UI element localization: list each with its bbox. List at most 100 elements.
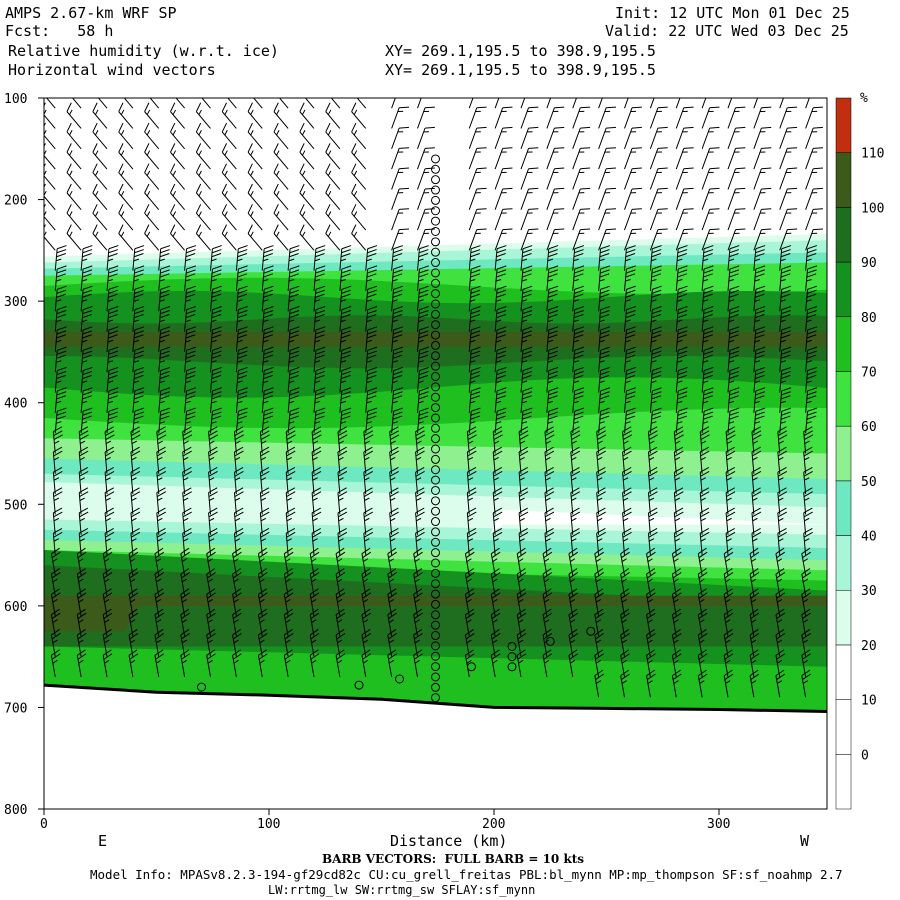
wind-barb-flag: [626, 265, 636, 270]
wind-barb-half: [699, 578, 705, 583]
wind-barb: [257, 649, 268, 678]
wind-barb-flag: [208, 487, 218, 493]
wind-barb: [132, 387, 145, 413]
wind-barb: [54, 306, 67, 332]
wind-barb: [195, 224, 211, 251]
colorbar-label: 100: [861, 201, 884, 216]
wind-barb-flag: [787, 126, 798, 129]
wind-barb-half: [492, 619, 498, 623]
wind-barb-flag: [232, 629, 242, 636]
wind-barb-half: [198, 90, 203, 95]
wind-barb-flag: [260, 450, 270, 457]
wind-barb-half: [760, 131, 766, 133]
wind-barb-flag: [751, 467, 761, 473]
wind-barb-half: [392, 278, 398, 282]
wind-barb-flag: [289, 265, 300, 270]
wind-barb-flag: [755, 330, 765, 335]
wind-barb-half: [211, 380, 217, 384]
wind-barb-flag: [337, 507, 347, 514]
wind-barb-flag: [315, 313, 325, 319]
wind-barb: [313, 366, 326, 393]
wind-barb-flag: [703, 289, 714, 294]
wind-barb-half: [390, 456, 396, 461]
wind-barb-half: [353, 170, 358, 176]
wind-barb: [247, 102, 263, 129]
wind-barb: [598, 265, 611, 292]
wind-barb-half: [366, 421, 372, 424]
wind-barb-half: [81, 278, 88, 282]
wind-barb-half: [527, 212, 533, 214]
wind-barb-half: [682, 192, 688, 194]
wind-barb-half: [469, 278, 476, 282]
wind-barb-half: [492, 659, 498, 664]
wind-barb-flag: [340, 273, 351, 278]
wind-barb: [546, 167, 565, 190]
wind-barb-flag: [542, 608, 552, 616]
calm-circle: [431, 278, 440, 288]
wind-barb: [132, 245, 145, 271]
wind-barb-half: [623, 538, 629, 542]
wind-barb: [365, 346, 378, 373]
wind-barb-flag: [284, 568, 293, 575]
wind-barb-flag: [263, 374, 273, 380]
wind-barb-flag: [574, 370, 584, 376]
wind-barb-flag: [338, 450, 348, 457]
wind-barb-flag: [496, 407, 507, 412]
wind-barb-flag: [286, 531, 296, 538]
wind-barb-flag: [657, 208, 668, 210]
wind-barb: [572, 106, 591, 129]
wind-barb-flag: [496, 366, 507, 372]
wind-barb-flag: [160, 269, 170, 274]
wind-barb-half: [286, 497, 292, 501]
wind-barb-half: [183, 497, 189, 501]
wind-barb: [805, 167, 824, 190]
wind-barb: [624, 326, 636, 352]
wind-barb: [339, 326, 352, 352]
wind-barb-half: [802, 659, 809, 664]
wind-barb-flag: [580, 147, 591, 149]
wind-barb-flag: [595, 572, 604, 579]
wind-barb-flag: [234, 450, 244, 457]
wind-barb: [727, 126, 746, 149]
wind-barb-flag: [465, 547, 474, 555]
wind-barb-flag: [363, 426, 373, 433]
wind-barb-flag: [315, 289, 326, 294]
wind-barb-half: [811, 131, 818, 133]
wind-barb-flag: [154, 568, 164, 575]
wind-barb-flag: [568, 629, 578, 636]
wind-barb-flag: [703, 306, 714, 311]
wind-barb-half: [656, 110, 662, 113]
colorbar-label: 50: [861, 475, 877, 490]
wind-barb-half: [353, 109, 358, 115]
wind-barb-flag: [341, 249, 351, 254]
wind-barb-flag: [56, 253, 66, 258]
wind-barb-half: [625, 258, 631, 262]
wind-barb: [235, 326, 248, 352]
wind-barb: [546, 326, 559, 352]
wind-barb-flag: [754, 253, 765, 258]
wind-barb-flag: [625, 415, 636, 420]
wind-barb-flag: [777, 527, 787, 534]
wind-barb-flag: [548, 310, 558, 315]
wind-barb-half: [728, 258, 735, 262]
wind-barb-flag: [528, 126, 539, 129]
wind-barb-half: [156, 639, 162, 644]
wind-barb-half: [734, 212, 740, 214]
wind-barb: [210, 326, 222, 352]
wind-barb-flag: [703, 249, 714, 254]
wind-barb-flag: [362, 592, 372, 599]
wind-barb-flag: [264, 407, 274, 412]
wind-barb-flag: [599, 293, 610, 298]
wind-barb-half: [224, 190, 228, 197]
wind-barb-flag: [390, 434, 400, 440]
wind-barb: [417, 265, 429, 292]
wind-barb: [365, 265, 378, 292]
wind-barb-half: [673, 639, 679, 644]
wind-barb-flag: [568, 649, 578, 656]
wind-barb: [701, 285, 714, 312]
wind-barb-flag: [53, 450, 63, 457]
wind-barb-flag: [154, 629, 164, 636]
wind-barb: [92, 183, 108, 211]
wind-barb-flag: [366, 293, 377, 298]
wind-barb: [391, 167, 410, 190]
